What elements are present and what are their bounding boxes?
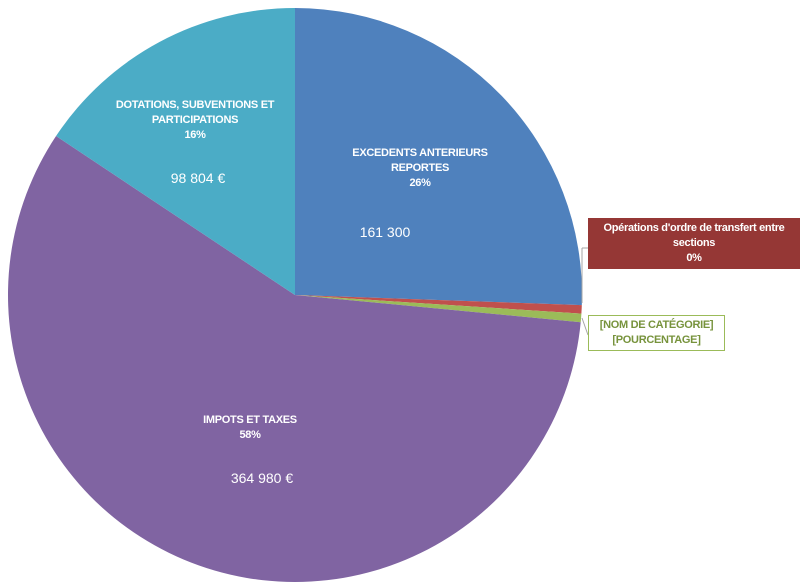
percent-label: 0% <box>686 252 702 264</box>
pie-slice <box>295 8 582 306</box>
data-label: Opérations d'ordre de transfert entre se… <box>588 218 800 269</box>
category-label: EXCEDENTS ANTERIEURS REPORTES <box>352 147 488 174</box>
category-label: DOTATIONS, SUBVENTIONS ET PARTICIPATIONS <box>115 99 275 126</box>
leader-line <box>581 317 589 336</box>
pie-slice <box>295 295 582 314</box>
data-label: DOTATIONS, SUBVENTIONS ET PARTICIPATIONS… <box>90 98 300 143</box>
category-label: [NOM DE CATÉGORIE] <box>599 319 714 331</box>
category-label: IMPOTS ET TAXES <box>203 414 297 426</box>
value-label: 161 300 <box>359 224 411 240</box>
percent-label: 26% <box>409 177 431 189</box>
percent-label: 58% <box>239 429 261 441</box>
percent-label: 16% <box>184 129 206 141</box>
percent-label: [POURCENTAGE] <box>612 334 701 346</box>
pie-slice <box>7 136 581 582</box>
pie-slice <box>56 8 296 295</box>
pie-slice <box>295 295 582 323</box>
data-label: EXCEDENTS ANTERIEURS REPORTES 26% <box>330 146 510 191</box>
category-label: Opérations d'ordre de transfert entre se… <box>603 222 785 249</box>
data-label: IMPOTS ET TAXES 58% <box>170 413 330 443</box>
data-label: [NOM DE CATÉGORIE] [POURCENTAGE] <box>588 315 725 351</box>
value-label: 98 804 € <box>170 170 226 186</box>
value-label: 364 980 € <box>230 470 294 486</box>
